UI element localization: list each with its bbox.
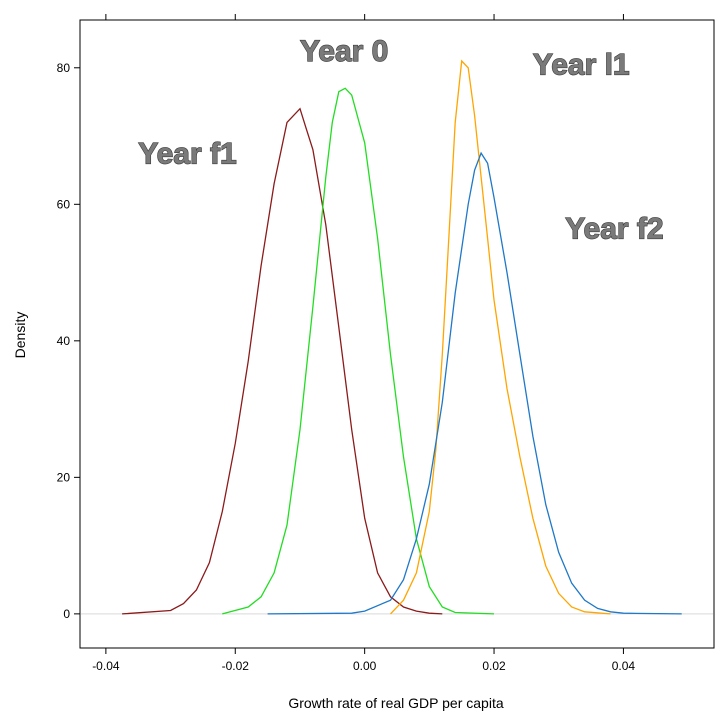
plot-frame: [79, 19, 715, 649]
y-tick-label: 40: [57, 334, 71, 348]
label-year-f2: Year f2: [565, 212, 663, 245]
series-labels: Year f1 Year 0 Year l1 Year f2: [138, 34, 665, 246]
density-curve-year-l1: [390, 59, 611, 615]
y-tick-label: 0: [63, 607, 70, 621]
density-curve-year-f1: [122, 107, 443, 615]
x-tick-label: 0.04: [612, 659, 636, 673]
label-year-f1: Year f1: [138, 137, 236, 170]
x-tick-label: 0.02: [482, 659, 506, 673]
x-axis-title: Growth rate of real GDP per capita: [288, 695, 503, 711]
density-curves: [122, 59, 682, 615]
y-tick-label: 20: [57, 470, 71, 484]
density-curve-year-f2: [267, 151, 682, 615]
label-year-l1: Year l1: [533, 49, 630, 82]
y-tick-label: 60: [57, 197, 71, 211]
axis-ticks: -0.04 -0.02 0.00 0.02 0.04 0 20 40 60 80: [57, 14, 636, 673]
x-tick-label: -0.02: [222, 659, 250, 673]
density-curve-year-0: [222, 87, 495, 615]
x-tick-label: -0.04: [92, 659, 120, 673]
y-tick-label: 80: [57, 61, 71, 75]
y-axis-title: Density: [12, 312, 28, 359]
label-year-0: Year 0: [300, 35, 388, 68]
x-tick-label: 0.00: [353, 659, 377, 673]
